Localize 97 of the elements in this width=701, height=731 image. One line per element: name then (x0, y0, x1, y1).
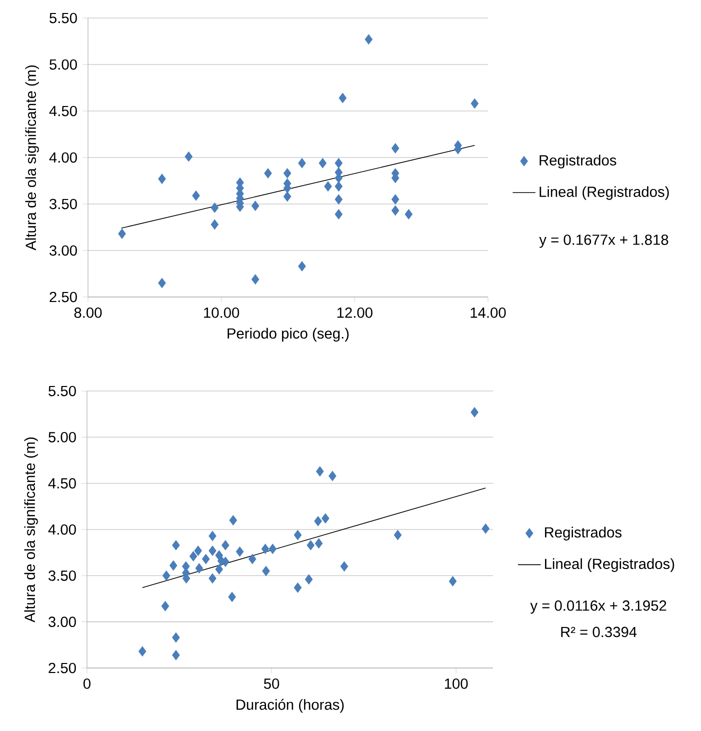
point (314, 538, 323, 548)
point (208, 546, 216, 556)
point (248, 554, 256, 564)
y-tick-label: 3.00 (48, 616, 76, 628)
point (340, 561, 348, 572)
point (298, 158, 306, 168)
text: R² = 0.3394 (561, 626, 637, 638)
point (334, 194, 343, 204)
point (251, 200, 260, 211)
x-tick-label: 100 (444, 678, 468, 689)
x-tick-label: 0 (83, 678, 90, 689)
y-tick-label: 4.50 (49, 106, 77, 116)
point (364, 34, 373, 44)
point (394, 530, 402, 540)
point (261, 544, 270, 554)
y-tick-label: 4.00 (48, 524, 76, 535)
point (162, 570, 170, 581)
point (306, 540, 315, 550)
point (158, 174, 166, 184)
point (268, 544, 277, 554)
point (210, 219, 219, 230)
text: y = 0.0116x + 3.1952 (530, 600, 666, 614)
x-axis-title: Duración (horas) (236, 698, 344, 713)
point (294, 582, 302, 593)
point (195, 563, 204, 574)
y-tick-label: 2.50 (50, 292, 77, 302)
y-tick-label: 5.50 (50, 12, 77, 24)
point (229, 515, 238, 526)
y-tick-label: 5.00 (48, 432, 76, 442)
point (318, 158, 327, 168)
point (228, 592, 236, 602)
point (328, 470, 336, 482)
point (391, 143, 400, 154)
point (298, 261, 306, 272)
point (172, 540, 180, 550)
point (391, 205, 400, 216)
y-tick-label: 3.00 (50, 245, 77, 256)
point (314, 516, 322, 526)
y-tick-label: 5.00 (50, 59, 77, 70)
point (316, 466, 324, 476)
point (158, 278, 166, 288)
point (448, 576, 457, 586)
point (338, 92, 347, 104)
point (470, 407, 478, 418)
point (170, 560, 178, 571)
point (192, 190, 200, 201)
point (184, 151, 193, 162)
point (194, 546, 202, 556)
x-axis-title: Periodo pico (seg.) (228, 328, 349, 342)
point (138, 646, 146, 656)
point (172, 632, 180, 643)
point (294, 530, 302, 540)
point (222, 540, 230, 550)
point (172, 650, 180, 660)
y-axis-title: Altura de ola significante (m) (24, 438, 38, 622)
point (222, 556, 230, 567)
y-tick-label: 3.50 (50, 198, 77, 210)
point (262, 566, 270, 576)
point (482, 524, 490, 534)
x-tick-label: 8.00 (74, 308, 102, 318)
point (208, 573, 216, 584)
point (324, 181, 332, 192)
x-tick-label: 14.00 (470, 308, 506, 318)
legend-label: Lineal (Registrados) (545, 558, 674, 572)
point (215, 564, 223, 574)
point (470, 98, 479, 109)
text: y = 0.1677x + 1.818 (539, 234, 668, 248)
point (236, 546, 244, 557)
y-tick-label: 3.50 (48, 570, 76, 581)
point (118, 228, 126, 239)
point (404, 209, 413, 220)
point (251, 274, 260, 284)
point (264, 168, 272, 178)
legend-label: Lineal (Registrados) (540, 186, 669, 200)
y-tick-label: 5.50 (48, 386, 76, 396)
point (283, 191, 292, 202)
x-tick-label: 50 (264, 678, 280, 689)
y-tick-label: 2.50 (48, 662, 76, 674)
point (322, 513, 330, 524)
point (161, 601, 170, 612)
point (208, 530, 216, 542)
legend-label: Registrados (540, 154, 616, 168)
point (283, 168, 292, 178)
point (334, 158, 343, 168)
point (189, 551, 198, 562)
point (334, 209, 343, 220)
y-tick-label: 4.50 (48, 478, 76, 489)
y-tick-label: 4.00 (49, 152, 77, 163)
point (334, 181, 343, 192)
point (304, 574, 313, 584)
point (202, 554, 210, 564)
y-axis-title: Altura de ola significante (m) (25, 66, 39, 250)
x-tick-label: 12.00 (337, 308, 372, 318)
point (210, 202, 219, 213)
x-tick-label: 10.00 (204, 308, 240, 318)
legend-label: Registrados (545, 526, 622, 540)
point (391, 194, 400, 204)
